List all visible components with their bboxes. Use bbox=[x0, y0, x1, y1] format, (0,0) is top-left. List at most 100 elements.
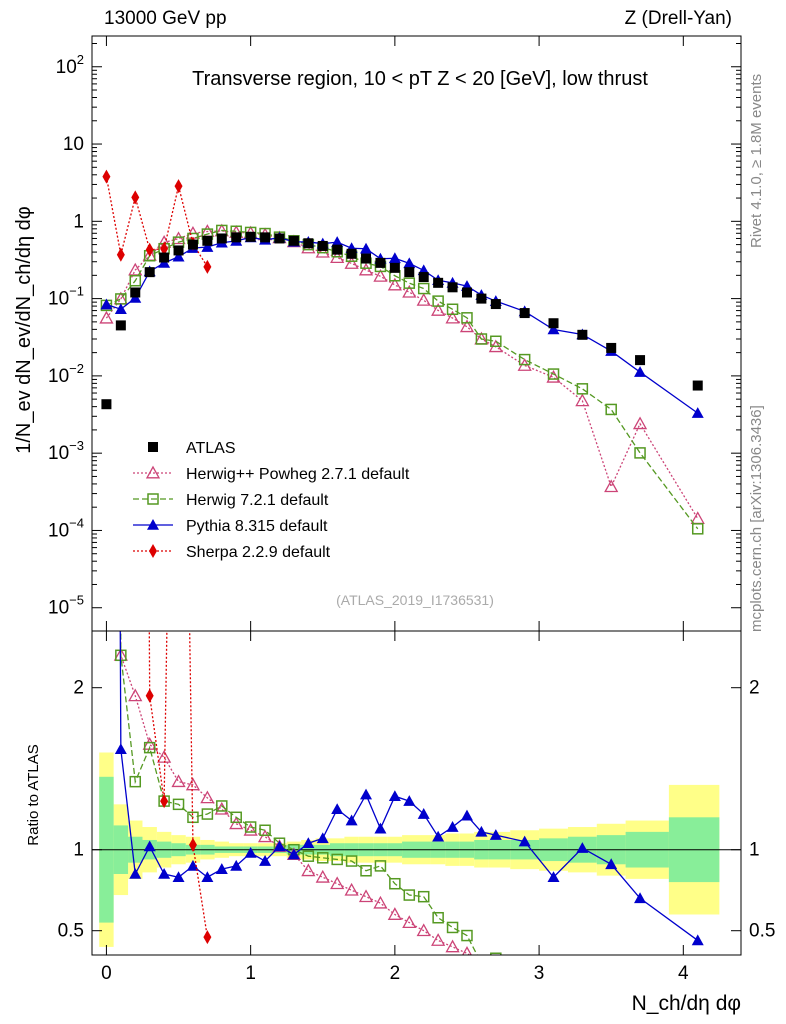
data-point bbox=[115, 320, 126, 331]
data-point bbox=[187, 239, 198, 250]
chart-title: Transverse region, 10 < pT Z < 20 [GeV],… bbox=[192, 68, 648, 90]
ratio-axis-label: Ratio to ATLAS bbox=[25, 744, 42, 845]
data-point bbox=[635, 355, 646, 366]
data-point bbox=[432, 295, 444, 307]
rivet-label: Rivet 4.1.0, ≥ 1.8M events bbox=[748, 73, 765, 248]
legend-marker bbox=[149, 544, 157, 558]
data-point bbox=[344, 882, 359, 896]
data-point bbox=[201, 871, 214, 883]
data-point bbox=[215, 863, 228, 874]
data-point bbox=[433, 277, 444, 288]
data-point bbox=[374, 860, 387, 872]
x-axis-label: N_ch/dη dφ bbox=[632, 992, 741, 1015]
series-4-main bbox=[102, 169, 212, 274]
data-point bbox=[446, 921, 459, 934]
ratio-plot-area bbox=[92, 631, 741, 1014]
data-point bbox=[302, 837, 315, 849]
data-point bbox=[431, 933, 446, 946]
data-point bbox=[374, 822, 387, 834]
data-point bbox=[476, 958, 486, 968]
data-point bbox=[303, 238, 314, 249]
data-point bbox=[159, 252, 170, 263]
legend-label: Herwig 7.2.1 default bbox=[186, 492, 329, 509]
data-point bbox=[548, 973, 560, 984]
data-point bbox=[116, 247, 125, 262]
ratio-tick-label: 1 bbox=[73, 840, 84, 861]
data-point bbox=[547, 871, 560, 883]
main-frame bbox=[91, 35, 742, 632]
data-point bbox=[144, 267, 155, 278]
x-tick-label: 0 bbox=[101, 963, 112, 984]
data-point bbox=[388, 252, 401, 264]
legend-marker bbox=[147, 493, 159, 505]
header-left: 13000 GeV pp bbox=[104, 8, 227, 29]
data-point bbox=[331, 853, 343, 866]
data-point bbox=[547, 368, 560, 380]
data-point bbox=[172, 798, 185, 811]
series-line bbox=[148, 631, 209, 938]
data-point bbox=[216, 800, 228, 812]
legend-marker bbox=[145, 465, 161, 479]
data-point bbox=[605, 1003, 617, 1014]
data-point bbox=[259, 855, 272, 866]
series-2-main bbox=[100, 224, 704, 535]
series-4-ratio bbox=[145, 631, 212, 945]
series-3-main bbox=[100, 231, 704, 418]
data-point bbox=[345, 814, 358, 826]
data-point bbox=[243, 822, 258, 836]
data-point bbox=[171, 774, 186, 788]
data-point bbox=[317, 240, 328, 251]
legend-marker bbox=[147, 519, 159, 530]
data-point bbox=[130, 287, 141, 298]
data-point bbox=[577, 974, 587, 984]
y-tick-label: 10−4 bbox=[48, 515, 84, 541]
data-point bbox=[447, 282, 458, 293]
y-tick-exponent: −2 bbox=[69, 361, 84, 376]
data-point bbox=[691, 523, 704, 535]
data-point bbox=[331, 803, 344, 814]
data-point bbox=[315, 244, 330, 258]
data-point bbox=[375, 257, 386, 268]
data-point bbox=[345, 855, 358, 867]
data-point bbox=[475, 333, 488, 345]
data-point bbox=[403, 277, 416, 289]
ratio-tick-label: 2 bbox=[73, 678, 84, 699]
data-point bbox=[373, 268, 388, 282]
data-point bbox=[632, 416, 648, 430]
legend-label: Pythia 8.315 default bbox=[186, 518, 328, 535]
y-tick-exponent: −3 bbox=[69, 438, 84, 453]
data-point bbox=[417, 282, 430, 295]
data-point bbox=[172, 250, 185, 262]
data-point bbox=[387, 277, 402, 291]
data-point bbox=[344, 256, 359, 269]
data-point bbox=[490, 952, 502, 955]
data-point bbox=[461, 929, 473, 942]
y-tick-label: 10−5 bbox=[48, 593, 84, 619]
data-point bbox=[605, 403, 617, 416]
data-point bbox=[202, 235, 213, 246]
data-point bbox=[129, 868, 142, 879]
data-point bbox=[476, 293, 487, 304]
data-point bbox=[389, 262, 400, 273]
x-tick-label: 2 bbox=[390, 963, 401, 984]
ratio-tick-label: 2 bbox=[749, 678, 760, 699]
data-point bbox=[143, 840, 156, 852]
data-point bbox=[358, 262, 374, 276]
data-point bbox=[160, 794, 169, 809]
data-point bbox=[244, 821, 257, 833]
data-point bbox=[231, 232, 242, 243]
data-point bbox=[260, 232, 271, 243]
data-point bbox=[606, 342, 617, 353]
data-point bbox=[114, 303, 127, 315]
data-point bbox=[490, 299, 501, 310]
data-point bbox=[185, 777, 201, 791]
y-tick-label: 10−3 bbox=[48, 438, 84, 464]
data-point bbox=[446, 821, 459, 832]
data-point bbox=[244, 846, 257, 858]
data-point bbox=[417, 890, 430, 903]
y-tick-exponent: −4 bbox=[69, 515, 84, 530]
data-point bbox=[459, 319, 475, 333]
data-point bbox=[373, 895, 388, 909]
data-point bbox=[432, 911, 444, 924]
data-point bbox=[634, 892, 647, 904]
